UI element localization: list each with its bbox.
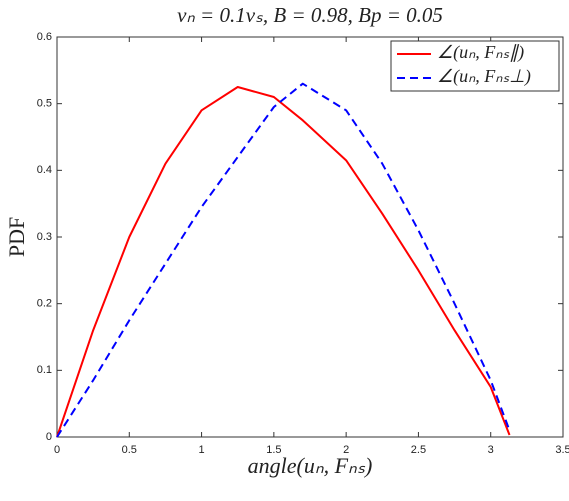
chart-title: νₙ = 0.1νₛ, B = 0.98, Bp = 0.05 <box>177 3 443 27</box>
y-tick-label: 0.3 <box>37 231 52 243</box>
x-tick-label: 3.5 <box>555 444 569 456</box>
series-line <box>56 82 511 438</box>
x-tick-label: 1.5 <box>266 444 281 456</box>
y-tick-label: 0.5 <box>37 98 52 110</box>
y-tick-label: 0 <box>46 431 52 443</box>
legend-box <box>390 40 560 92</box>
y-tick-label: 0.6 <box>37 31 52 43</box>
x-tick-label: 0 <box>54 444 60 456</box>
legend-label: ∠(uₙ, Fₙₛ∥) <box>437 42 524 63</box>
x-tick-label: 0.5 <box>122 444 137 456</box>
y-axis-label: PDF <box>4 217 29 257</box>
x-tick-label: 2.5 <box>411 444 426 456</box>
x-tick-label: 1 <box>199 444 205 456</box>
x-tick-label: 2 <box>343 444 349 456</box>
y-tick-label: 0.2 <box>37 298 52 310</box>
x-axis-label: angle(uₙ, Fₙₛ) <box>248 453 373 478</box>
series-line <box>56 86 511 438</box>
legend-label: ∠(uₙ, Fₙₛ⊥) <box>437 66 531 87</box>
y-tick-label: 0.1 <box>37 364 52 376</box>
x-tick-label: 3 <box>488 444 494 456</box>
y-tick-label: 0.4 <box>37 164 52 176</box>
